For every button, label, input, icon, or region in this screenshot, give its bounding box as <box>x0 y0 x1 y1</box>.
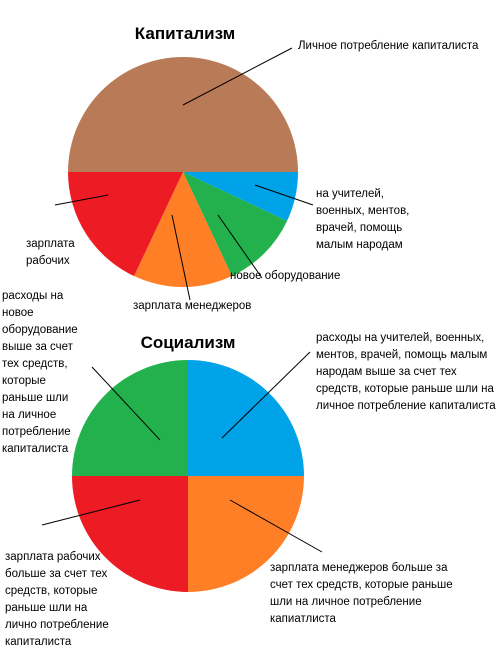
pie-slice <box>183 172 288 277</box>
pie-slice <box>68 172 183 277</box>
leader-line <box>41 499 141 526</box>
leader-line <box>229 499 323 553</box>
leader-line <box>221 351 311 439</box>
slice-label: зарплата рабочих <box>26 238 75 267</box>
slice-label: на учителей, военных, ментов, врачей, по… <box>316 188 410 251</box>
leader-line <box>171 214 191 301</box>
chart-title: Капитализм <box>134 24 236 43</box>
leader-line <box>91 366 161 441</box>
leader-line <box>182 47 293 106</box>
slice-label: расходы на учителей, военных, ментов, вр… <box>316 332 496 412</box>
slice-label: зарплата менеджеров больше за счет тех с… <box>270 562 453 625</box>
slice-label: зарплата менеджеров <box>133 300 252 312</box>
slice-label: новое оборудование <box>230 270 341 282</box>
pie-slice <box>134 172 232 287</box>
leader-line <box>254 184 314 206</box>
slice-label: расходы на новое оборудование выше за сч… <box>2 290 78 455</box>
pie-slice <box>188 476 304 592</box>
pie-slice <box>183 172 298 221</box>
slice-label: Личное потребление капиталиста <box>298 40 479 52</box>
pie-slice <box>72 476 188 592</box>
leader-line <box>54 194 109 206</box>
pie-slice <box>72 360 188 476</box>
leader-line <box>217 214 263 279</box>
pie-slice <box>188 360 304 476</box>
pie-slice <box>68 57 298 172</box>
slice-label: зарплата рабочих больше за счет тех сред… <box>5 551 109 648</box>
chart-title: Социализм <box>140 333 236 352</box>
